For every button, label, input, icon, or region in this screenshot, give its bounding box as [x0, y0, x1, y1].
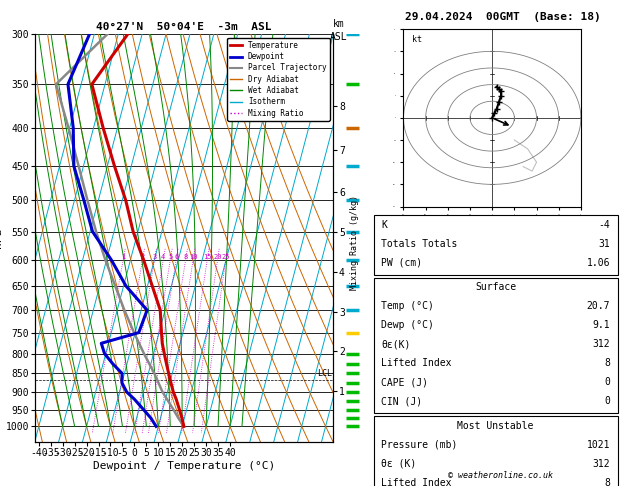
X-axis label: Dewpoint / Temperature (°C): Dewpoint / Temperature (°C) — [93, 461, 275, 470]
Text: 8: 8 — [184, 254, 187, 260]
FancyBboxPatch shape — [374, 215, 618, 275]
FancyBboxPatch shape — [374, 416, 618, 486]
Text: Pressure (mb): Pressure (mb) — [381, 440, 457, 450]
Text: CAPE (J): CAPE (J) — [381, 377, 428, 387]
Text: 5: 5 — [168, 254, 172, 260]
Text: CIN (J): CIN (J) — [381, 396, 422, 406]
Text: 2: 2 — [140, 254, 145, 260]
Text: km: km — [333, 19, 344, 30]
Text: 312: 312 — [593, 339, 610, 349]
Text: 6: 6 — [174, 254, 178, 260]
Legend: Temperature, Dewpoint, Parcel Trajectory, Dry Adiabat, Wet Adiabat, Isotherm, Mi: Temperature, Dewpoint, Parcel Trajectory… — [227, 38, 330, 121]
Text: 0: 0 — [604, 396, 610, 406]
Text: kt: kt — [413, 35, 422, 44]
Text: Most Unstable: Most Unstable — [457, 421, 534, 431]
Text: 1: 1 — [121, 254, 125, 260]
Text: Totals Totals: Totals Totals — [381, 239, 457, 249]
Title: 40°27'N  50°04'E  -3m  ASL: 40°27'N 50°04'E -3m ASL — [96, 22, 272, 32]
Text: 20.7: 20.7 — [587, 301, 610, 311]
Text: 29.04.2024  00GMT  (Base: 18): 29.04.2024 00GMT (Base: 18) — [405, 12, 601, 22]
Text: 1.06: 1.06 — [587, 258, 610, 268]
Text: © weatheronline.co.uk: © weatheronline.co.uk — [448, 471, 552, 480]
Text: PW (cm): PW (cm) — [381, 258, 422, 268]
Text: Surface: Surface — [475, 282, 516, 292]
Text: 20: 20 — [213, 254, 222, 260]
Text: LCL: LCL — [317, 369, 332, 378]
Text: -4: -4 — [598, 220, 610, 229]
Text: K: K — [381, 220, 387, 229]
Text: Dewp (°C): Dewp (°C) — [381, 320, 434, 330]
Text: 8: 8 — [604, 358, 610, 368]
Text: 1021: 1021 — [587, 440, 610, 450]
Text: 31: 31 — [598, 239, 610, 249]
Text: Lifted Index: Lifted Index — [381, 358, 452, 368]
Text: 312: 312 — [593, 459, 610, 469]
Text: θε(K): θε(K) — [381, 339, 411, 349]
Text: 9.1: 9.1 — [593, 320, 610, 330]
Y-axis label: hPa: hPa — [0, 228, 3, 248]
Text: Temp (°C): Temp (°C) — [381, 301, 434, 311]
Text: 3: 3 — [152, 254, 157, 260]
Text: ASL: ASL — [330, 32, 347, 42]
Text: θε (K): θε (K) — [381, 459, 416, 469]
Text: 15: 15 — [203, 254, 211, 260]
Text: 4: 4 — [161, 254, 165, 260]
Text: 10: 10 — [189, 254, 198, 260]
Text: Mixing Ratio (g/kg): Mixing Ratio (g/kg) — [350, 195, 359, 291]
Text: 8: 8 — [604, 478, 610, 486]
Text: Lifted Index: Lifted Index — [381, 478, 452, 486]
Text: 0: 0 — [604, 377, 610, 387]
FancyBboxPatch shape — [374, 278, 618, 413]
Text: 25: 25 — [221, 254, 230, 260]
